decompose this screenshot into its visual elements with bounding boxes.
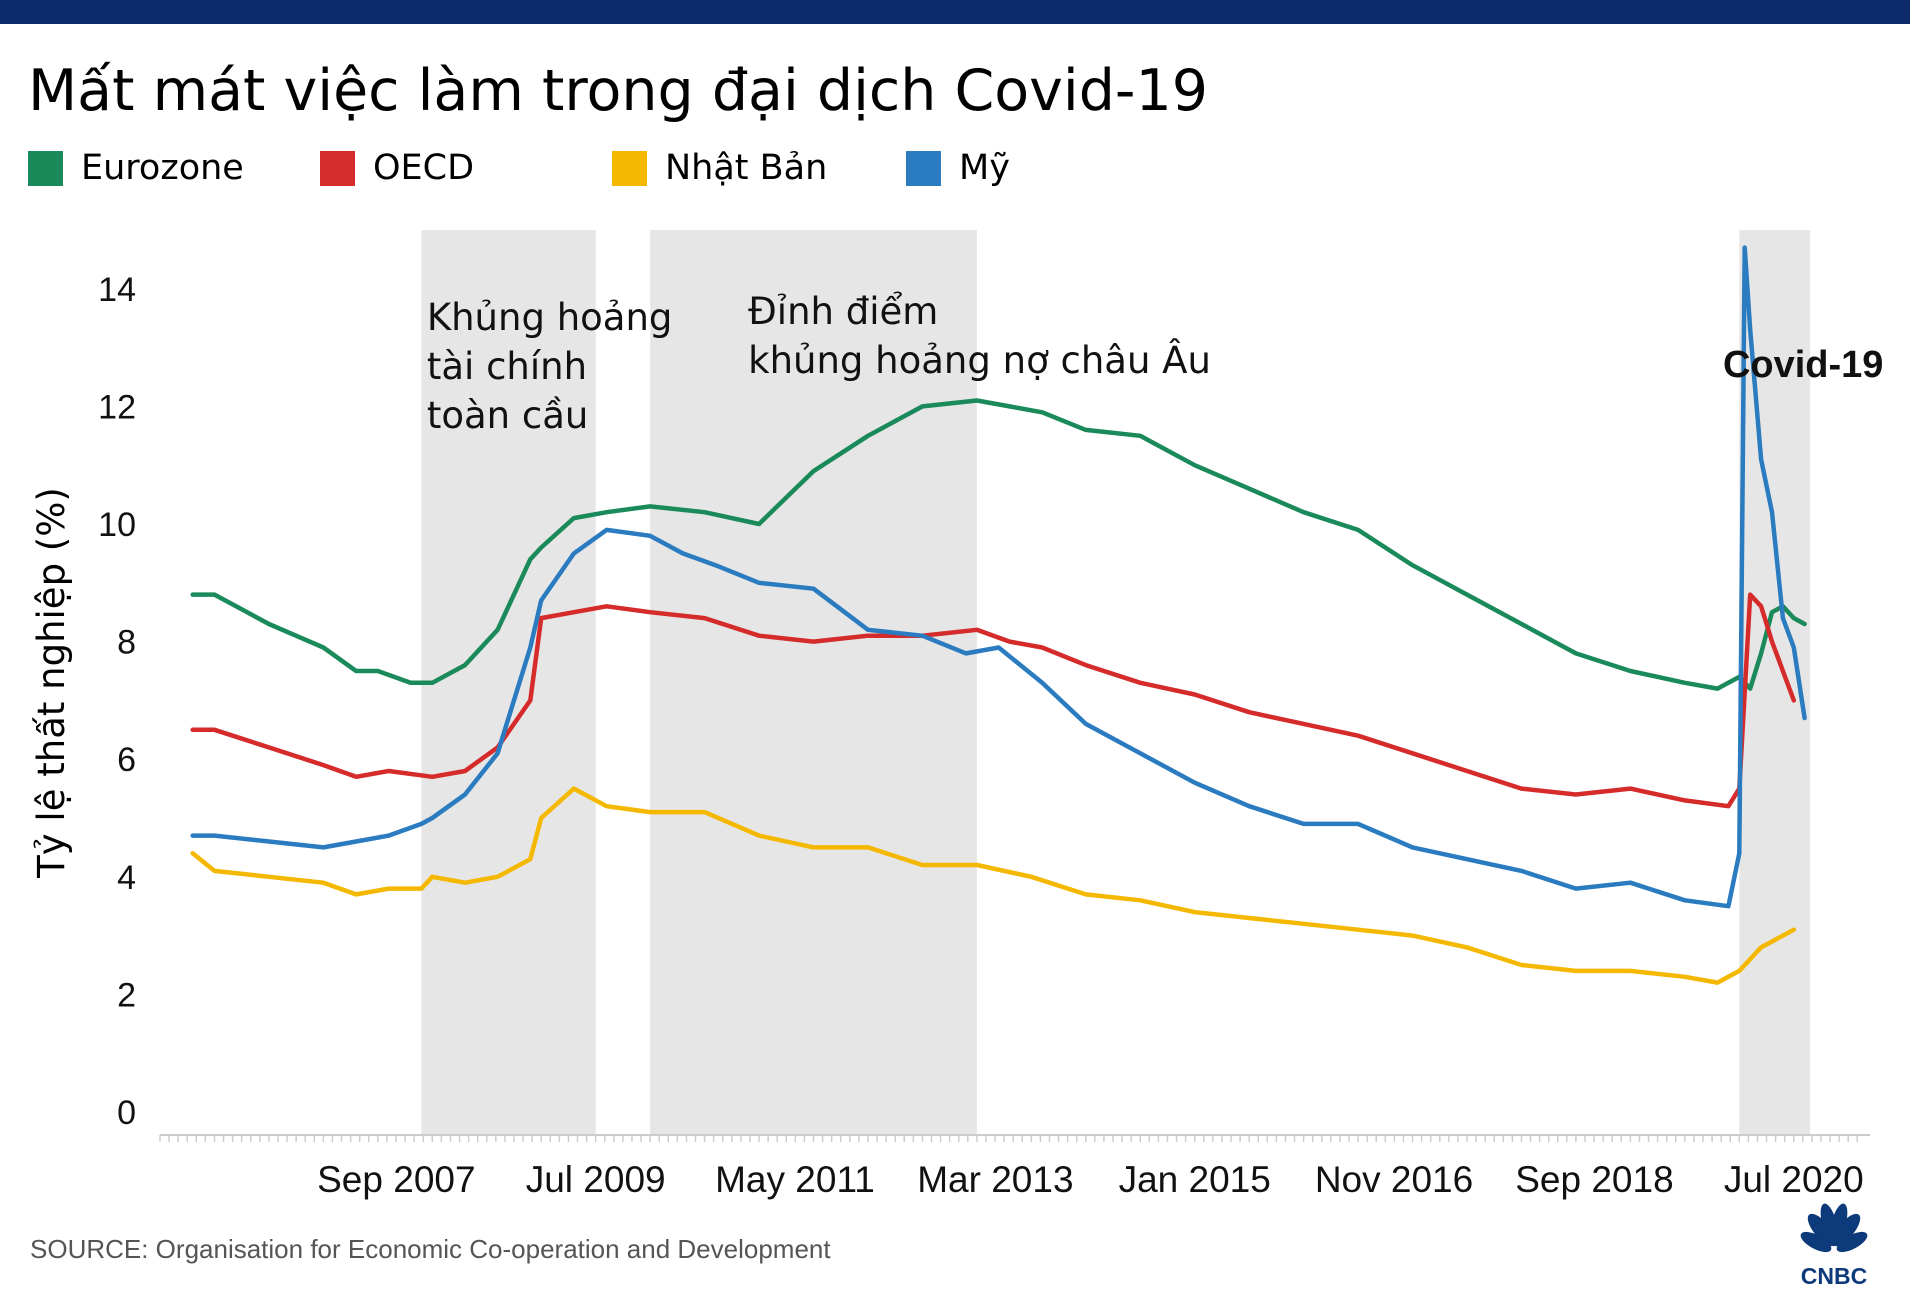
y-tick-label: 2 [117,976,136,1014]
y-tick-label: 12 [98,388,136,426]
y-tick-label: 14 [98,271,136,309]
annotation-0: Khủng hoảng tài chính toàn cầu [427,296,673,437]
annotation-1: Đỉnh điểm khủng hoảng nợ châu Âu [748,290,1211,382]
source-note: SOURCE: Organisation for Economic Co-ope… [30,1234,831,1264]
cnbc-logo: CNBC [1800,1203,1868,1288]
legend-label-eurozone: Eurozone [81,148,244,188]
legend-label-usa: Mỹ [959,148,1010,188]
x-tick-label: Jul 2009 [526,1159,666,1200]
legend-swatch-oecd [320,150,355,186]
legend-swatch-eurozone [28,150,63,186]
y-tick-label: 8 [117,624,136,662]
x-tick-label: Sep 2007 [317,1159,475,1200]
series-line-mỹ [190,245,1807,909]
shaded-period-0 [421,230,596,1135]
y-tick-label: 4 [117,859,136,897]
legend-item-japan: Nhật Bản [612,148,827,188]
y-axis-label: Tỷ lệ thất nghiệp (%) [30,487,73,879]
x-tick-label: Jan 2015 [1119,1159,1271,1200]
x-tick-label: May 2011 [715,1159,875,1200]
legend-label-oecd: OECD [373,148,475,188]
legend-label-japan: Nhật Bản [665,148,828,188]
legend-item-usa: Mỹ [906,148,1010,188]
legend-item-oecd: OECD [320,148,474,188]
x-tick-label: Nov 2016 [1315,1159,1473,1200]
x-tick-label: Sep 2018 [1515,1159,1673,1200]
top-banner [0,0,1910,24]
series-line-eurozone [190,398,1807,691]
legend-item-eurozone: Eurozone [28,148,244,188]
series-line-oecd [190,592,1797,809]
annotation-2: Covid-19 [1723,344,1883,386]
y-tick-label: 0 [117,1094,136,1132]
y-tick-label: 10 [98,506,136,544]
x-tick-label: Mar 2013 [917,1159,1073,1200]
chart-title: Mất mát việc làm trong đại dịch Covid-19 [28,58,1209,124]
series-line-nhật-bản [190,786,1797,985]
legend-swatch-usa [906,150,941,186]
shaded-period-1 [650,230,977,1135]
y-tick-label: 6 [117,741,136,779]
x-tick-label: Jul 2020 [1724,1159,1864,1200]
legend: Eurozone OECD Nhật Bản Mỹ [0,148,1910,194]
legend-swatch-japan [612,150,647,186]
cnbc-logo-text: CNBC [1801,1263,1867,1288]
